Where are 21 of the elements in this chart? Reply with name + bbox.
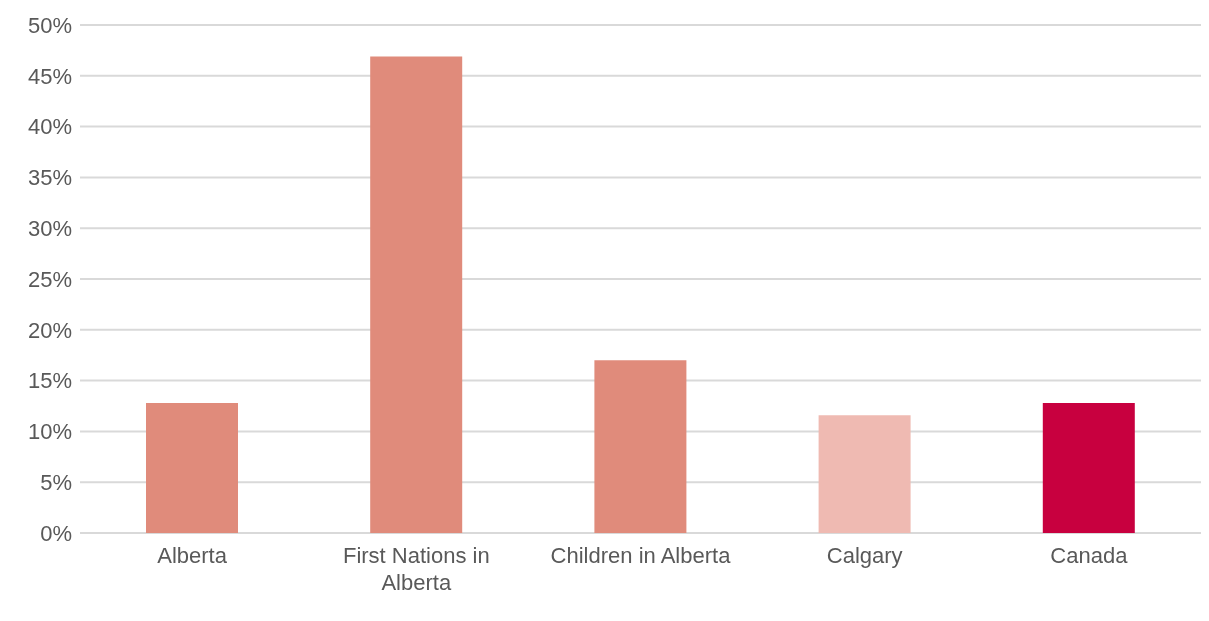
y-tick-label: 25% [27,266,72,292]
x-tick-label: Children in Alberta [550,543,732,568]
bar [594,360,687,533]
y-tick-label: 40% [27,114,72,140]
x-tick-label: First Nations in Alberta [342,543,490,595]
y-tick-label: 20% [27,317,72,343]
bar [1042,402,1135,533]
y-tick-label: 35% [27,165,72,191]
bar [370,56,463,533]
y-tick-label: 15% [27,368,72,394]
x-tick-label: Alberta [157,543,228,568]
y-tick-label: 45% [27,63,72,89]
y-tick-label: 30% [27,216,72,242]
y-tick-label: 0% [40,520,72,546]
x-tick-label: Canada [1050,543,1129,568]
bar [146,402,238,533]
x-tick-label: Calgary [826,543,903,568]
y-tick-label: 10% [27,419,72,445]
y-tick-label: 5% [40,470,72,496]
bar [818,415,911,533]
y-tick-label: 50% [27,12,72,38]
